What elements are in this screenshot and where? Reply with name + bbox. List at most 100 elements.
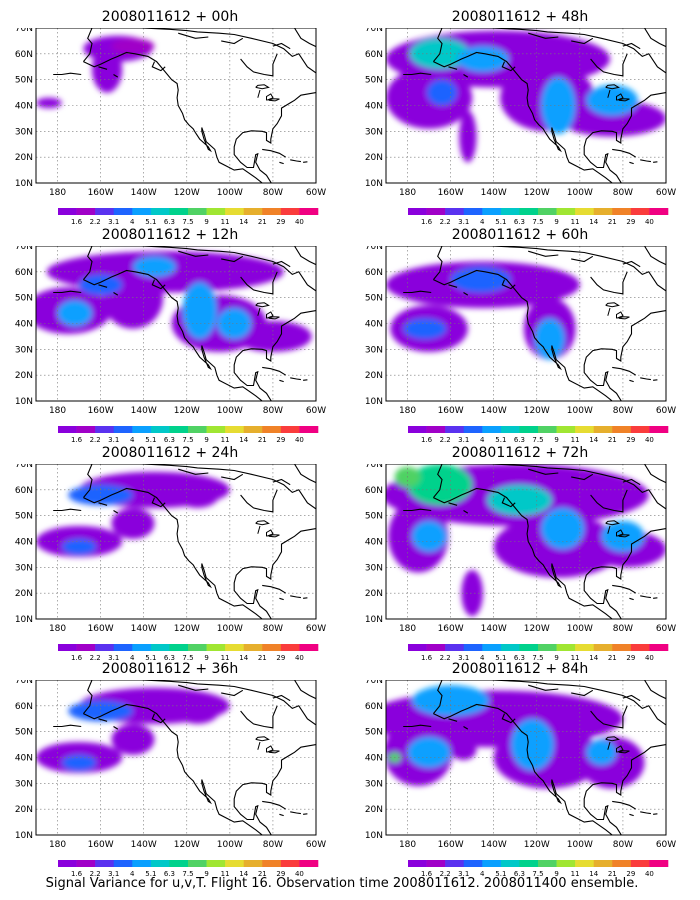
longitude-label: 60W bbox=[656, 406, 676, 416]
colorbar-label: 7.5 bbox=[182, 218, 193, 225]
colorbar-label: 2.2 bbox=[90, 436, 101, 443]
colorbar-label: 29 bbox=[276, 218, 285, 225]
variance-region bbox=[176, 482, 220, 508]
colorbar-swatch bbox=[445, 208, 465, 215]
figure-caption: Signal Variance for u,v,T. Flight 16. Ob… bbox=[45, 876, 639, 891]
colorbar-swatch bbox=[95, 860, 115, 867]
colorbar-swatch bbox=[206, 644, 226, 651]
colorbar-swatch bbox=[408, 208, 427, 215]
colorbar: 1.6 2.2 3.1 4 5.1 6.3 7.5 9 11 14 21 29 40 bbox=[58, 208, 319, 225]
colorbar-label: 21 bbox=[258, 870, 267, 877]
colorbar-label: 40 bbox=[645, 870, 654, 877]
colorbar-label: 6.3 bbox=[164, 870, 175, 877]
longitude-label: 180 bbox=[399, 406, 416, 416]
colorbar-swatch bbox=[262, 208, 282, 215]
longitude-label: 120W bbox=[524, 840, 550, 850]
colorbar-label: 21 bbox=[608, 218, 617, 225]
colorbar-label: 7.5 bbox=[532, 218, 543, 225]
colorbar-swatch bbox=[482, 644, 502, 651]
colorbar-swatch bbox=[150, 426, 170, 433]
variance-region bbox=[541, 507, 585, 550]
latitude-label: 50N bbox=[15, 76, 33, 86]
longitude-label: 60W bbox=[656, 840, 676, 850]
longitude-label: 140W bbox=[481, 840, 507, 850]
latitude-label: 20N bbox=[15, 589, 33, 599]
latitude-label: 70N bbox=[15, 680, 33, 686]
colorbar-swatch bbox=[280, 426, 300, 433]
colorbar-swatch bbox=[538, 426, 557, 433]
panel-title: 2008011612 + 48h bbox=[451, 9, 589, 25]
variance-region bbox=[36, 97, 62, 109]
colorbar-swatch bbox=[95, 426, 115, 433]
longitude-label: 160W bbox=[88, 624, 114, 634]
colorbar-swatch bbox=[519, 208, 539, 215]
colorbar-swatch bbox=[426, 426, 446, 433]
latitude-label: 70N bbox=[15, 464, 33, 470]
map-frame bbox=[385, 28, 667, 184]
colorbar-label: 7.5 bbox=[532, 870, 543, 877]
variance-region bbox=[487, 484, 552, 516]
colorbar-swatch bbox=[113, 860, 133, 867]
colorbar-swatch bbox=[445, 644, 465, 651]
colorbar-label: 14 bbox=[239, 218, 248, 225]
map-plot: 10N 20N 30N 40N 50N 60N 70N 180 160W 140W 120W 100W… bbox=[15, 464, 326, 634]
colorbar-swatch bbox=[95, 644, 115, 651]
colorbar-label: 14 bbox=[239, 436, 248, 443]
coastline bbox=[432, 246, 666, 401]
colorbar-swatch bbox=[649, 426, 669, 433]
colorbar-label: 40 bbox=[295, 436, 304, 443]
latitude-label: 60N bbox=[365, 486, 383, 496]
colorbar-swatch bbox=[593, 860, 613, 867]
colorbar-label: 5.1 bbox=[145, 436, 156, 443]
colorbar-label: 5.1 bbox=[145, 654, 156, 661]
longitude-label: 100W bbox=[217, 624, 243, 634]
colorbar-label: 4 bbox=[130, 436, 135, 443]
colorbar-swatch bbox=[150, 644, 170, 651]
latitude-label: 50N bbox=[15, 294, 33, 304]
colorbar-label: 40 bbox=[295, 218, 304, 225]
colorbar-swatch bbox=[575, 426, 595, 433]
colorbar-label: 11 bbox=[571, 218, 580, 225]
colorbar-label: 5.1 bbox=[145, 870, 156, 877]
colorbar-label: 21 bbox=[608, 654, 617, 661]
latitude-label: 60N bbox=[365, 702, 383, 712]
longitude-label: 140W bbox=[131, 840, 157, 850]
map-plot: 10N 20N 30N 40N 50N 60N 70N 180 160W 140W 120W 100W… bbox=[15, 28, 326, 198]
colorbar-label: 5.1 bbox=[495, 436, 506, 443]
colorbar-label: 1.6 bbox=[421, 870, 433, 877]
colorbar-swatch bbox=[649, 208, 669, 215]
colorbar-label: 6.3 bbox=[514, 870, 525, 877]
latitude-label: 60N bbox=[15, 268, 33, 278]
colorbar-label: 1.6 bbox=[421, 654, 433, 661]
longitude-label: 120W bbox=[174, 188, 200, 198]
colorbar-label: 14 bbox=[589, 218, 598, 225]
colorbar-label: 5.1 bbox=[145, 218, 156, 225]
longitude-label: 60W bbox=[306, 406, 326, 416]
colorbar-swatch bbox=[630, 644, 650, 651]
longitude-label: 60W bbox=[306, 624, 326, 634]
latitude-label: 30N bbox=[15, 779, 33, 789]
latitude-label: 10N bbox=[365, 179, 383, 189]
colorbar-label: 21 bbox=[258, 436, 267, 443]
variance-region bbox=[79, 274, 123, 296]
colorbar-label: 9 bbox=[204, 654, 208, 661]
colorbar-label: 7.5 bbox=[182, 870, 193, 877]
colorbar-label: 7.5 bbox=[182, 654, 193, 661]
map-plot: 10N 20N 30N 40N 50N 60N 70N 180 160W 140W 120W 100W… bbox=[15, 680, 326, 850]
colorbar-swatch bbox=[408, 860, 427, 867]
latitude-label: 10N bbox=[15, 615, 33, 625]
map-frame bbox=[35, 28, 317, 184]
latitude-label: 40N bbox=[15, 538, 33, 548]
longitude-label: 80W bbox=[263, 840, 283, 850]
colorbar-label: 9 bbox=[204, 870, 208, 877]
colorbar-label: 29 bbox=[626, 218, 635, 225]
latitude-label: 40N bbox=[365, 538, 383, 548]
map-panel: 2008011612 + 24h 10N 20N 30N 40N 50N 60N 70N 180… bbox=[0, 444, 340, 661]
longitude-label: 140W bbox=[481, 624, 507, 634]
latitude-label: 60N bbox=[15, 50, 33, 60]
variance-region bbox=[586, 84, 638, 116]
colorbar-swatch bbox=[575, 644, 595, 651]
latitude-label: 20N bbox=[365, 153, 383, 163]
map-panel: 2008011612 + 48h 10N 20N 30N 40N 50N 60N 70N 180… bbox=[350, 8, 690, 225]
latitude-label: 20N bbox=[15, 805, 33, 815]
